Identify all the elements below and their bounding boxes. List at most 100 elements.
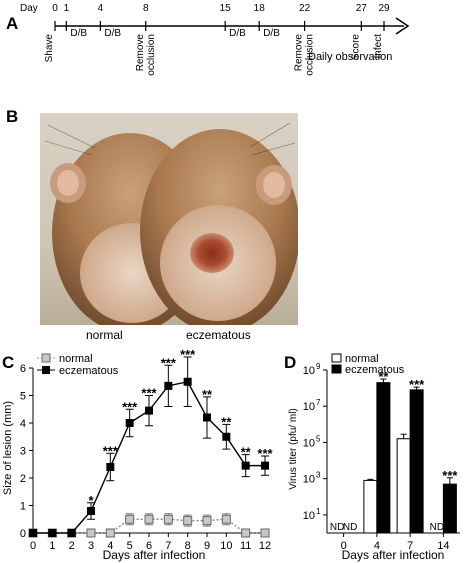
chart-c-significance: * bbox=[88, 493, 94, 508]
panel-c-letter: C bbox=[2, 353, 14, 372]
chart-c-legend-marker bbox=[41, 353, 51, 363]
chart-d-bar-eczematous bbox=[376, 382, 391, 534]
chart-c-point-normal bbox=[163, 514, 173, 524]
timeline-day-prefix: Day bbox=[20, 3, 38, 14]
eczematous-mouse bbox=[140, 129, 298, 325]
photo-label-eczematous: eczematous bbox=[186, 328, 251, 342]
chart-d-bar-normal bbox=[396, 438, 411, 534]
chart-c-significance: *** bbox=[161, 355, 177, 370]
timeline-day-8: 8 bbox=[143, 3, 149, 14]
chart-c-point-normal bbox=[144, 514, 154, 524]
timeline-day-4: 4 bbox=[98, 3, 104, 14]
chart-c-xlabel: Days after infection bbox=[103, 548, 206, 562]
photo-label-normal: normal bbox=[86, 328, 123, 342]
chart-c-xtick-label: 6 bbox=[146, 540, 152, 552]
timeline-day-labels: 0 1 4 8 15 18 22 27 29 bbox=[52, 3, 390, 14]
chart-c-point-normal bbox=[221, 514, 231, 524]
timeline-event-label: Removeocclusion bbox=[135, 34, 157, 76]
chart-d-ytick-exponent: 3 bbox=[316, 471, 321, 480]
chart-c-series: ********************** *** bbox=[28, 348, 274, 538]
chart-d-significance: *** bbox=[409, 377, 425, 392]
chart-c-xtick-label: 11 bbox=[240, 540, 251, 552]
timeline-day-0: 0 bbox=[52, 3, 58, 14]
chart-d-significance: *** bbox=[442, 468, 458, 483]
chart-c-legend-label: normal bbox=[59, 353, 93, 365]
timeline-day-1: 1 bbox=[64, 3, 70, 14]
timeline-event-label: D/B bbox=[263, 28, 280, 39]
chart-d-xtick-label: 4 bbox=[374, 540, 380, 552]
timeline-day-22: 22 bbox=[299, 3, 311, 14]
chart-c-ytick-label: 6 bbox=[20, 363, 26, 375]
chart-c-ytick-label: 2 bbox=[20, 473, 26, 485]
timeline-event-label: Score bbox=[350, 34, 361, 61]
virus-titer-chart: D Virus titer (pfu/ ml) Days after infec… bbox=[284, 353, 460, 562]
timeline-event-label: Infect bbox=[373, 34, 384, 59]
panel-a-letter: A bbox=[6, 14, 18, 33]
chart-c-point-eczematous bbox=[67, 529, 76, 537]
chart-c-xtick-label: 5 bbox=[127, 540, 133, 552]
timeline-event-label: D/B bbox=[104, 28, 121, 39]
timeline-event-labels: Shave D/B D/B Removeocclusion D/B D/B Removeoc… bbox=[44, 28, 384, 76]
chart-c-significance: ** bbox=[202, 387, 213, 402]
chart-d-legend-swatch bbox=[331, 364, 342, 374]
chart-d-ytick-exponent: 5 bbox=[316, 434, 321, 443]
chart-d-bar-normal bbox=[363, 479, 378, 534]
chart-c-ytick-label: 0 bbox=[20, 528, 26, 540]
chart-d-nd-label: ND bbox=[343, 522, 357, 533]
chart-d-xtick-label: 7 bbox=[407, 540, 413, 552]
chart-c-significance: *** bbox=[180, 348, 196, 362]
chart-c-point-eczematous bbox=[222, 432, 231, 441]
chart-c-point-eczematous bbox=[261, 461, 269, 470]
chart-d-ytick-label: 10 bbox=[303, 474, 315, 486]
timeline-day-18: 18 bbox=[254, 3, 266, 14]
chart-c-xtick-label: 7 bbox=[165, 540, 171, 552]
chart-c-point-eczematous bbox=[125, 419, 134, 427]
chart-d-ytick-label: 10 bbox=[303, 365, 315, 377]
chart-d-significance: ** bbox=[378, 369, 389, 384]
panel-b-letter: B bbox=[6, 107, 19, 126]
chart-c-point-normal bbox=[202, 516, 212, 526]
chart-d-xlabel: Days after infection bbox=[342, 548, 445, 562]
chart-c-point-eczematous bbox=[29, 529, 37, 537]
chart-c-xtick-label: 0 bbox=[30, 540, 36, 552]
chart-c-point-eczematous bbox=[87, 507, 95, 515]
chart-c-xtick-label: 10 bbox=[220, 540, 232, 552]
chart-c-point-eczematous bbox=[241, 461, 250, 470]
chart-c-point-normal bbox=[241, 528, 251, 538]
chart-c-ytick-label: 4 bbox=[20, 418, 26, 430]
timeline-panel: A Day 0 1 4 8 15 18 22 27 29 Shave D/B D/B Removeoc… bbox=[6, 3, 410, 76]
chart-c-significance: *** bbox=[122, 399, 138, 414]
timeline-ticks bbox=[54, 21, 385, 31]
chart-d-ytick-exponent: 9 bbox=[316, 362, 321, 371]
timeline-day-15: 15 bbox=[220, 3, 232, 14]
chart-d-legend-label: eczematous bbox=[345, 364, 405, 376]
chart-c-significance: *** bbox=[141, 386, 157, 401]
chart-d-xtick-label: 14 bbox=[437, 540, 449, 552]
panel-d-letter: D bbox=[284, 353, 296, 372]
timeline-event-label: D/B bbox=[229, 28, 246, 39]
chart-c-legend-marker bbox=[42, 366, 50, 374]
chart-d-ytick-exponent: 1 bbox=[316, 507, 321, 516]
chart-c-xtick-label: 4 bbox=[107, 540, 113, 552]
chart-d-legend-label: normal bbox=[345, 353, 379, 365]
chart-c-point-normal bbox=[105, 528, 115, 538]
chart-c-significance: ** bbox=[241, 445, 252, 460]
chart-d-ytick-label: 10 bbox=[303, 401, 315, 413]
chart-c-xtick-label: 12 bbox=[259, 540, 271, 552]
chart-c-significance: *** bbox=[257, 446, 273, 461]
chart-c-point-eczematous bbox=[48, 529, 57, 537]
chart-d-nd-label: ND bbox=[430, 522, 444, 533]
chart-c-point-eczematous bbox=[106, 463, 115, 471]
timeline-day-29: 29 bbox=[378, 3, 390, 14]
lesion bbox=[190, 233, 234, 273]
chart-c-point-normal bbox=[260, 528, 270, 538]
chart-c-point-eczematous bbox=[145, 406, 153, 415]
chart-c-ytick-label: 5 bbox=[20, 391, 26, 403]
chart-c-xtick-label: 2 bbox=[69, 540, 75, 552]
chart-c-significance: ** bbox=[221, 414, 232, 429]
chart-c-ylabel: Size of lesion (mm) bbox=[2, 401, 14, 495]
